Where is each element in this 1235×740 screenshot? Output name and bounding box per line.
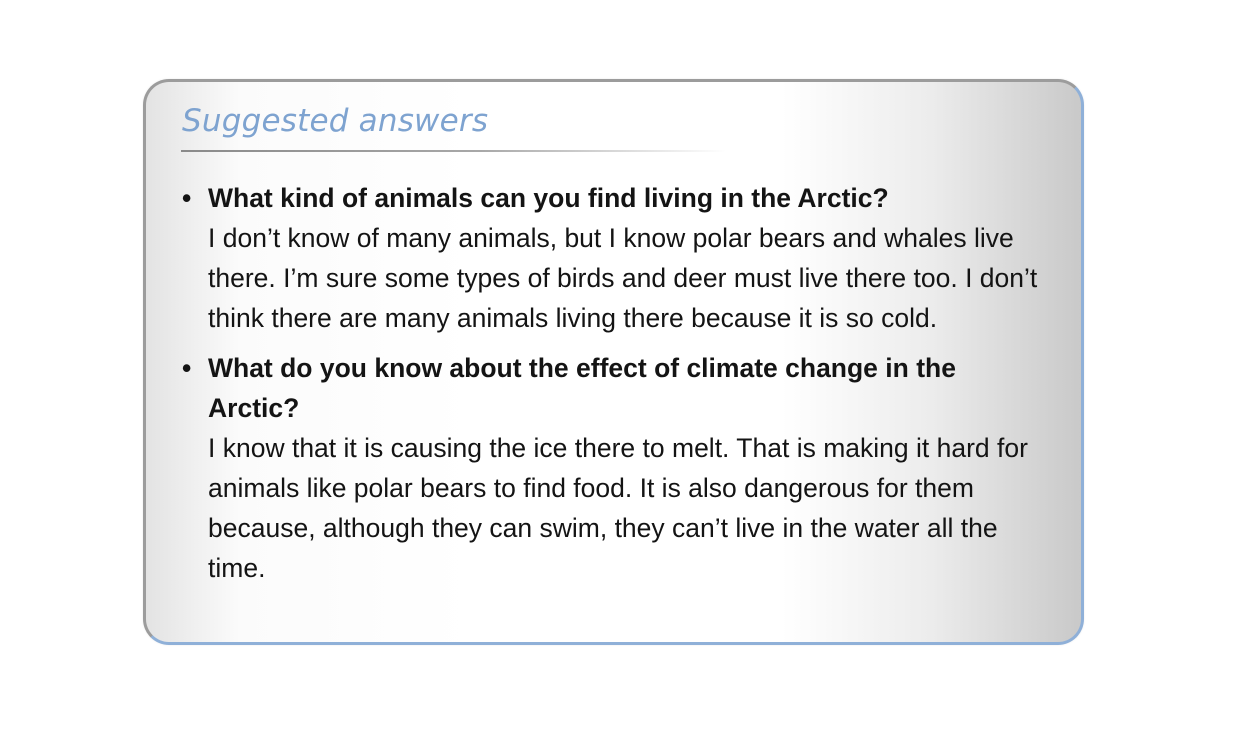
answer-text: I don’t know of many animals, but I know… [208, 223, 1038, 333]
qa-list: • What kind of animals can you find livi… [182, 178, 1042, 598]
suggested-answers-card: Suggested answers • What kind of animals… [143, 79, 1084, 645]
list-item: • What kind of animals can you find livi… [182, 178, 1042, 338]
bullet-icon: • [182, 353, 192, 383]
list-item: • What do you know about the effect of c… [182, 348, 1042, 588]
answer-text: I know that it is causing the ice there … [208, 433, 1028, 583]
question-text: What do you know about the effect of cli… [208, 353, 956, 423]
heading-divider [181, 150, 726, 152]
card-heading: Suggested answers [182, 103, 489, 139]
bullet-icon: • [182, 183, 192, 213]
question-text: What kind of animals can you find living… [208, 183, 889, 213]
